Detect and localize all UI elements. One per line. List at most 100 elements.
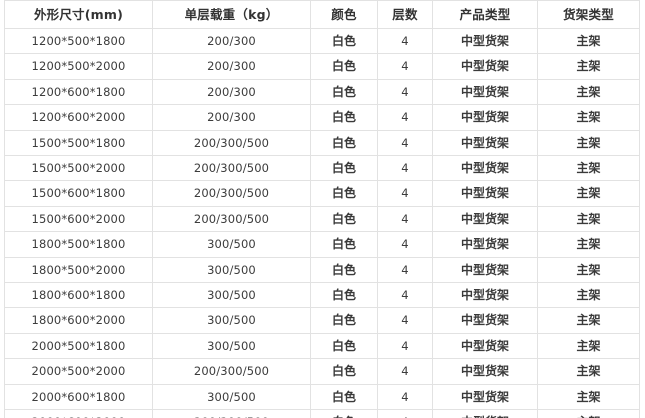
table-row: 1800*500*1800 300/500 白色 4 中型货架 主架	[4, 231, 640, 258]
cell-layers: 4	[377, 231, 433, 258]
cell-product-type: 中型货架	[432, 231, 538, 258]
cell-color: 白色	[310, 332, 378, 360]
cell-dimensions: 1200*600*2000	[4, 104, 153, 131]
table-row: 1200*500*1800 200/300 白色 4 中型货架 主架	[4, 27, 640, 55]
table-row: 2000*500*2000 200/300/500 白色 4 中型货架 主架	[4, 358, 640, 385]
cell-load: 300/500	[152, 256, 311, 284]
column-header-color: 颜色	[310, 0, 378, 29]
cell-load: 200/300/500	[152, 155, 311, 182]
cell-layers: 4	[377, 256, 433, 284]
cell-shelf-type: 主架	[537, 307, 640, 334]
column-header-shelf-type: 货架类型	[537, 0, 640, 29]
cell-shelf-type: 主架	[537, 104, 640, 131]
cell-color: 白色	[310, 78, 378, 106]
cell-dimensions: 1500*500*1800	[4, 129, 153, 157]
cell-dimensions: 1500*600*2000	[4, 205, 153, 233]
cell-shelf-type: 主架	[537, 409, 640, 418]
cell-dimensions: 1200*500*2000	[4, 53, 153, 80]
cell-shelf-type: 主架	[537, 27, 640, 55]
cell-load: 200/300/500	[152, 409, 311, 418]
cell-layers: 4	[377, 282, 433, 309]
table-row: 1200*600*2000 200/300 白色 4 中型货架 主架	[4, 104, 640, 131]
cell-product-type: 中型货架	[432, 129, 538, 157]
cell-product-type: 中型货架	[432, 307, 538, 334]
column-header-load: 单层载重（kg）	[152, 0, 311, 29]
cell-product-type: 中型货架	[432, 104, 538, 131]
cell-color: 白色	[310, 27, 378, 55]
cell-load: 200/300/500	[152, 358, 311, 385]
cell-load: 200/300	[152, 78, 311, 106]
cell-load: 300/500	[152, 383, 311, 411]
cell-color: 白色	[310, 53, 378, 80]
cell-product-type: 中型货架	[432, 155, 538, 182]
cell-color: 白色	[310, 358, 378, 385]
cell-layers: 4	[377, 104, 433, 131]
column-header-product-type: 产品类型	[432, 0, 538, 29]
cell-dimensions: 2000*500*2000	[4, 358, 153, 385]
cell-layers: 4	[377, 332, 433, 360]
table-row: 1500*600*2000 200/300/500 白色 4 中型货架 主架	[4, 205, 640, 233]
table-row: 1500*600*1800 200/300/500 白色 4 中型货架 主架	[4, 180, 640, 207]
cell-shelf-type: 主架	[537, 282, 640, 309]
cell-load: 200/300/500	[152, 180, 311, 207]
cell-shelf-type: 主架	[537, 205, 640, 233]
cell-layers: 4	[377, 155, 433, 182]
column-header-dimensions: 外形尺寸(mm)	[4, 0, 153, 29]
cell-product-type: 中型货架	[432, 180, 538, 207]
cell-dimensions: 2000*600*1800	[4, 383, 153, 411]
cell-shelf-type: 主架	[537, 129, 640, 157]
cell-dimensions: 1800*500*1800	[4, 231, 153, 258]
cell-color: 白色	[310, 409, 378, 418]
cell-product-type: 中型货架	[432, 358, 538, 385]
cell-product-type: 中型货架	[432, 205, 538, 233]
cell-color: 白色	[310, 129, 378, 157]
cell-layers: 4	[377, 78, 433, 106]
cell-product-type: 中型货架	[432, 53, 538, 80]
cell-dimensions: 1800*500*2000	[4, 256, 153, 284]
cell-layers: 4	[377, 129, 433, 157]
cell-shelf-type: 主架	[537, 155, 640, 182]
table-header-row: 外形尺寸(mm) 单层载重（kg） 颜色 层数 产品类型 货架类型	[4, 0, 640, 29]
cell-shelf-type: 主架	[537, 53, 640, 80]
cell-color: 白色	[310, 155, 378, 182]
cell-load: 300/500	[152, 307, 311, 334]
table-body: 1200*500*1800 200/300 白色 4 中型货架 主架 1200*500*20…	[4, 27, 640, 418]
cell-product-type: 中型货架	[432, 383, 538, 411]
cell-dimensions: 1500*500*2000	[4, 155, 153, 182]
cell-product-type: 中型货架	[432, 27, 538, 55]
cell-shelf-type: 主架	[537, 256, 640, 284]
shelf-specification-table: 外形尺寸(mm) 单层载重（kg） 颜色 层数 产品类型 货架类型 1200*5…	[4, 0, 640, 418]
cell-color: 白色	[310, 282, 378, 309]
table-header: 外形尺寸(mm) 单层载重（kg） 颜色 层数 产品类型 货架类型	[4, 0, 640, 29]
cell-load: 200/300	[152, 53, 311, 80]
cell-dimensions: 1200*600*1800	[4, 78, 153, 106]
cell-layers: 4	[377, 180, 433, 207]
table-row: 1500*500*1800 200/300/500 白色 4 中型货架 主架	[4, 129, 640, 157]
cell-load: 300/500	[152, 282, 311, 309]
cell-shelf-type: 主架	[537, 383, 640, 411]
cell-product-type: 中型货架	[432, 332, 538, 360]
cell-layers: 4	[377, 205, 433, 233]
cell-shelf-type: 主架	[537, 180, 640, 207]
cell-product-type: 中型货架	[432, 409, 538, 418]
table-row: 1200*600*1800 200/300 白色 4 中型货架 主架	[4, 78, 640, 106]
cell-load: 300/500	[152, 231, 311, 258]
cell-dimensions: 2000*500*1800	[4, 332, 153, 360]
cell-dimensions: 1800*600*1800	[4, 282, 153, 309]
cell-layers: 4	[377, 383, 433, 411]
cell-layers: 4	[377, 53, 433, 80]
table-row: 1500*500*2000 200/300/500 白色 4 中型货架 主架	[4, 155, 640, 182]
cell-color: 白色	[310, 383, 378, 411]
cell-load: 200/300/500	[152, 129, 311, 157]
cell-load: 300/500	[152, 332, 311, 360]
cell-color: 白色	[310, 307, 378, 334]
cell-product-type: 中型货架	[432, 282, 538, 309]
cell-dimensions: 2000*600*2000	[4, 409, 153, 418]
cell-shelf-type: 主架	[537, 332, 640, 360]
cell-color: 白色	[310, 205, 378, 233]
cell-layers: 4	[377, 307, 433, 334]
table-row: 1800*500*2000 300/500 白色 4 中型货架 主架	[4, 256, 640, 284]
cell-shelf-type: 主架	[537, 231, 640, 258]
cell-shelf-type: 主架	[537, 358, 640, 385]
